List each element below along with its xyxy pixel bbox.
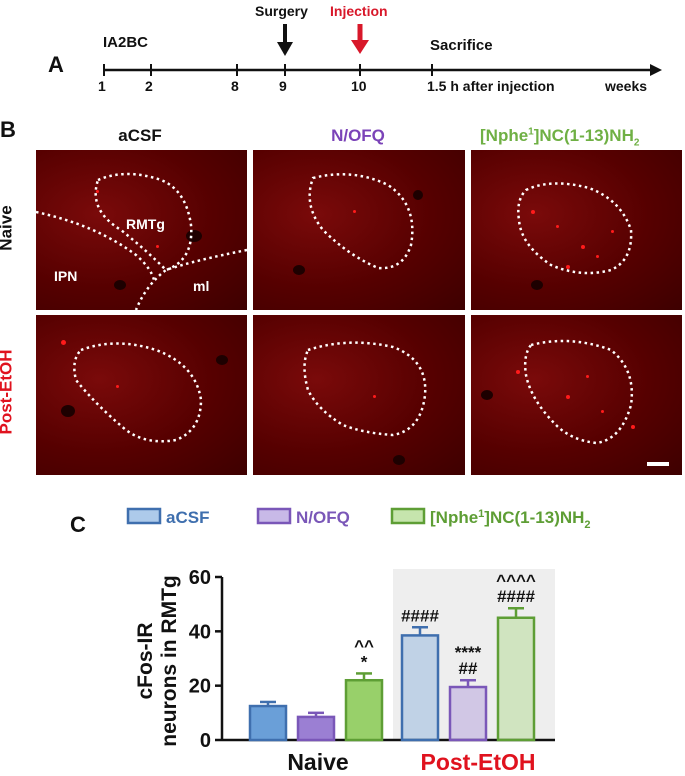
timeline-tick-label: 9: [279, 78, 287, 94]
protocol-label: IA2BC: [103, 34, 149, 51]
injection-label: Injection: [330, 3, 388, 19]
column-title-nofq: N/OFQ: [331, 126, 385, 145]
micrograph-post-nphe: [471, 315, 682, 475]
y-tick-label: 0: [200, 730, 211, 752]
region-outlines: [308, 173, 414, 270]
micrograph-naive-nofq: [253, 150, 465, 310]
weeks-unit-label: weeks: [605, 78, 648, 94]
nphe-title-sup: 1: [528, 126, 534, 138]
timeline-tick-label: 1: [98, 78, 106, 94]
ipn-boundary: [36, 210, 156, 281]
y-axis-label-line1: cFos-IR: [134, 622, 157, 699]
scale-bar: [647, 462, 669, 466]
timeline-tick-label: 10: [351, 78, 367, 94]
panel-b-letter: B: [0, 117, 16, 142]
legend-label-part: [Nphe: [430, 508, 478, 527]
legend-swatch: [390, 507, 426, 525]
bar: [496, 616, 536, 742]
group-label: Post-EtOH: [421, 749, 536, 775]
nphe-title-rest: ]NC(1-13)NH: [533, 126, 634, 145]
region-outlines: [73, 342, 203, 443]
micrograph-naive-acsf: RMTg IPN ml: [36, 150, 247, 310]
column-title-acsf: aCSF: [118, 126, 162, 145]
nphe-title-base: [Nphe: [480, 126, 529, 145]
timeline-arrowhead: [650, 64, 662, 76]
y-tick-label: 60: [189, 567, 211, 589]
rmtg-label: RMTg: [126, 216, 165, 232]
group-label: Naive: [287, 749, 348, 775]
legend-label: aCSF: [166, 508, 209, 527]
bar: [448, 685, 488, 742]
row-title-post-etoh: Post-EtOH: [0, 349, 16, 435]
region-outlines: [36, 172, 247, 310]
region-outlines: [517, 182, 633, 275]
legend-label-part: 2: [584, 519, 590, 531]
legend-label-part: ]NC(1-13)NH: [484, 508, 584, 527]
sacrifice-label: Sacrifice: [430, 37, 493, 54]
row-title-naive: Naive: [0, 205, 16, 251]
bar-chart: aCSF N/OFQ [Nphe1]NC(1-13)NH20204060cFos-I…: [126, 507, 591, 775]
legend-label: [Nphe1]NC(1-13)NH2: [430, 508, 591, 531]
significance-label: ####: [497, 587, 535, 606]
nphe-title-sub: 2: [633, 137, 640, 149]
post-etoh-shading: [393, 569, 555, 740]
timeline-graphic: [103, 24, 662, 76]
legend-swatch: [256, 507, 292, 525]
rmtg-outline: [517, 182, 633, 275]
significance-label: ^^^^: [496, 571, 536, 590]
legend-swatch: [126, 507, 162, 525]
region-outlines: [523, 339, 633, 445]
significance-label: ##: [459, 659, 478, 678]
significance-label: ^^: [354, 636, 374, 655]
panel-a-letter: A: [48, 52, 64, 77]
ml-boundary: [134, 248, 247, 310]
y-axis-label-line2: neurons in RMTg: [158, 575, 181, 747]
rmtg-outline: [73, 342, 203, 443]
bar: [248, 704, 288, 742]
bar: [400, 634, 440, 742]
legend-label: N/OFQ: [296, 508, 350, 527]
surgery-arrow-icon: [277, 42, 293, 56]
region-outlines: [303, 341, 427, 437]
surgery-label: Surgery: [255, 3, 308, 19]
micrograph-post-acsf: [36, 315, 247, 475]
timeline-tick-label: 2: [145, 78, 153, 94]
rmtg-outline: [94, 172, 193, 272]
after-injection-label: 1.5 h after injection: [427, 78, 555, 94]
bar: [296, 715, 336, 742]
rmtg-outline: [523, 339, 633, 445]
ml-label: ml: [193, 278, 210, 294]
rmtg-outline: [308, 173, 414, 270]
y-tick-label: 20: [189, 676, 211, 698]
ipn-label: IPN: [54, 268, 78, 284]
legend-label-part: 1: [478, 508, 484, 520]
micrograph-naive-nphe: [471, 150, 682, 310]
significance-label: ****: [455, 643, 482, 662]
significance-label: *: [361, 652, 368, 671]
significance-label: ####: [401, 606, 439, 625]
timeline-tick-label: 8: [231, 78, 239, 94]
bar: [344, 678, 384, 742]
rmtg-outline: [303, 341, 427, 437]
column-title-nphe: [Nphe1]NC(1-13)NH2: [480, 126, 639, 148]
panel-c-letter: C: [70, 512, 86, 537]
micrograph-post-nofq: [253, 315, 465, 475]
injection-arrow-icon: [351, 40, 369, 54]
y-tick-label: 40: [189, 621, 211, 643]
